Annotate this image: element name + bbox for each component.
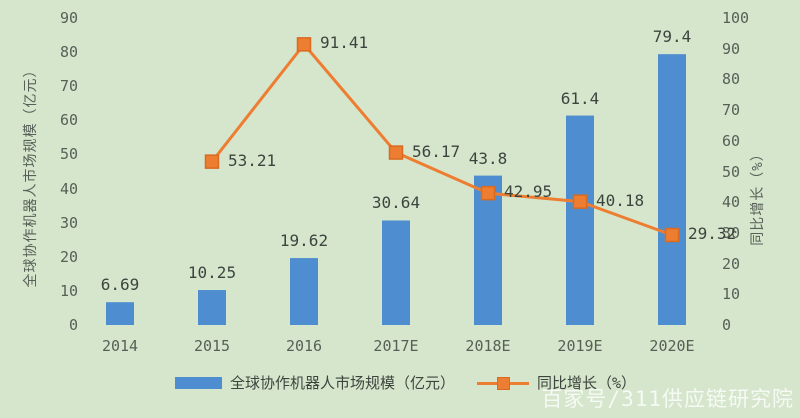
left-axis-tick-90: 90 [59,9,78,27]
bar-value-label-2015: 10.25 [187,263,237,283]
left-axis-tick-10: 10 [59,281,78,300]
left-axis-tick-40: 40 [59,179,78,198]
right-axis-tick-70: 70 [722,101,741,120]
growth-line [210,42,673,237]
right-axis-tick-100: 100 [722,9,750,27]
right-axis-tick-0: 0 [722,316,732,334]
bar-value-label-2018E: 43.8 [468,148,508,168]
marker-2015 [204,154,220,169]
left-axis-tick-50: 50 [59,145,78,164]
marker-2018E [480,185,496,201]
legend-line-label: 同比增长（%） [537,374,637,392]
legend: 全球协作机器人市场规模（亿元） 同比增长（%） [175,372,636,393]
line-value-label-2018E: 42.95 [504,182,553,202]
left-axis-tick-60: 60 [59,111,78,130]
line-value-label-2020E: 29.32 [688,223,737,243]
right-axis-tick-20: 20 [722,254,741,273]
x-axis-label-2017E: 2017E [373,337,419,355]
x-axis-label-2020E: 2020E [649,337,695,355]
bar-value-label-2016: 19.62 [279,231,329,251]
line-swatch-marker-icon [497,376,511,390]
bar-2020E [658,54,686,325]
right-axis-tick-60: 60 [722,131,741,150]
left-axis-tick-20: 20 [59,247,78,266]
right-axis-tick-10: 10 [722,285,741,304]
x-axis-label-2018E: 2018E [465,337,511,355]
bar-2016 [290,258,318,325]
x-axis-label-2016: 2016 [285,337,323,355]
bar-value-label-2019E: 61.4 [560,88,600,108]
bar-series-swatch-icon [175,376,222,389]
left-axis-tick-70: 70 [59,77,78,96]
line-value-label-2015: 53.21 [228,150,277,170]
left-axis-title: 全球协作机器人市场规模（亿元） [23,62,39,288]
line-value-label-2016: 91.41 [320,33,369,53]
marker-2019E [572,194,588,209]
left-axis-tick-30: 30 [59,213,78,232]
watermark: 百家号/311供应链研究院 [541,387,794,411]
x-axis-label-2015: 2015 [193,337,231,355]
bar-2017E [382,220,410,325]
marker-2020E [664,227,680,243]
marker-2017E [388,145,404,160]
x-axis-label-2014: 2014 [101,337,139,355]
right-axis-title: 同比增长（%） [750,146,766,246]
bar-2014 [106,302,134,325]
bar-2018E [474,175,502,325]
line-value-label-2017E: 56.17 [412,141,461,161]
left-axis-tick-80: 80 [59,43,78,62]
bar-value-label-2020E: 79.4 [652,27,692,47]
x-axis-label-2019E: 2019E [557,337,603,355]
right-axis-tick-30: 30 [722,223,741,242]
bar-2015 [198,290,226,325]
line-series-swatch-icon [477,376,530,390]
line-value-label-2019E: 40.18 [596,190,645,210]
left-axis-tick-0: 0 [68,316,78,334]
marker-2016 [296,37,312,52]
right-axis-tick-40: 40 [722,193,741,212]
legend-bar-label: 全球协作机器人市场规模（亿元） [230,374,456,392]
right-axis-tick-90: 90 [722,39,741,58]
bar-value-label-2014: 6.69 [100,275,140,295]
right-axis-tick-50: 50 [722,162,741,181]
bar-value-label-2017E: 30.64 [371,193,421,213]
right-axis-tick-80: 80 [722,70,741,89]
bar-2019E [566,115,594,326]
